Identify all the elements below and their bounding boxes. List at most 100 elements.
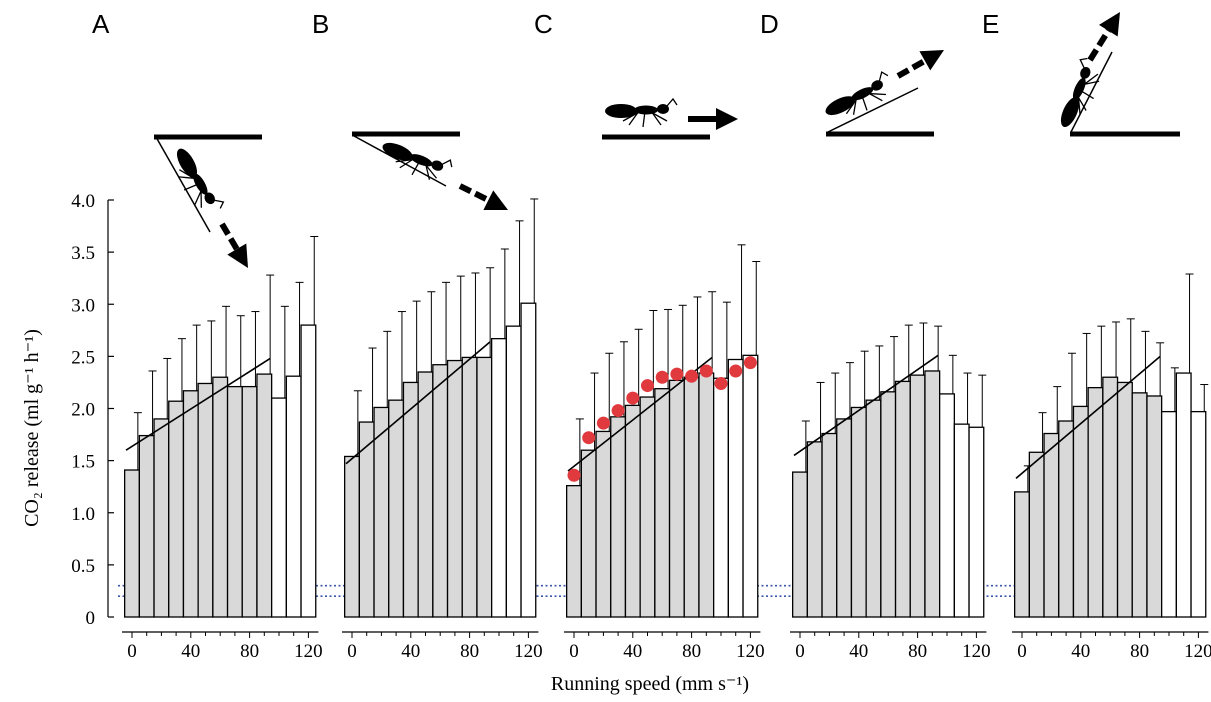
bar xyxy=(713,377,730,618)
direction-arrow-a-head xyxy=(227,243,248,268)
direction-arrow-b-shaft xyxy=(458,183,490,203)
bar xyxy=(1146,395,1163,618)
ant-thorax xyxy=(634,105,658,115)
regression-line xyxy=(1015,355,1161,479)
bar xyxy=(490,338,507,618)
x-tick-label: 40 xyxy=(623,641,642,662)
direction-arrow-c-head xyxy=(716,108,738,130)
data-point xyxy=(655,370,669,384)
x-tick-label: 80 xyxy=(240,641,259,662)
bar xyxy=(520,302,537,618)
x-tick-label: 80 xyxy=(908,641,927,662)
bar xyxy=(124,469,141,618)
data-point xyxy=(714,376,728,390)
ant-head xyxy=(871,80,883,91)
regression-line xyxy=(793,354,939,457)
bar xyxy=(742,354,759,618)
data-point xyxy=(626,391,640,405)
bar xyxy=(182,390,199,618)
bar xyxy=(821,432,838,618)
x-axis-label: Running speed (mm s⁻¹) xyxy=(551,673,749,695)
surface-incline xyxy=(155,136,211,233)
ant-thorax xyxy=(1072,77,1086,100)
bar xyxy=(968,426,985,618)
panel-letter: B xyxy=(312,9,329,39)
bar xyxy=(894,380,911,618)
ant-thorax xyxy=(193,173,208,195)
bar xyxy=(197,382,214,618)
panel-d: D 0 40 80 120 xyxy=(760,9,991,662)
x-tick-label: 80 xyxy=(460,641,479,662)
bar xyxy=(595,430,612,618)
bar xyxy=(153,418,170,618)
bar xyxy=(683,376,700,618)
panel-letter: D xyxy=(760,9,779,39)
y-tick-label: 3.5 xyxy=(71,243,95,264)
x-tick-label: 40 xyxy=(1071,641,1090,662)
bar xyxy=(388,399,405,618)
bar xyxy=(836,418,853,618)
bar xyxy=(446,359,463,618)
y-tick-label: 0 xyxy=(86,608,96,629)
data-point xyxy=(567,468,581,482)
ant-illustrations xyxy=(154,12,1180,268)
ant-gaster xyxy=(176,148,198,178)
surface-incline xyxy=(827,87,919,133)
bar xyxy=(476,356,493,618)
ant-antenna xyxy=(441,159,453,168)
bar xyxy=(1014,491,1031,618)
bar xyxy=(226,385,243,618)
y-tick-label: 2.0 xyxy=(71,400,95,421)
ant-antenna xyxy=(878,71,889,82)
direction-arrow-d-shaft xyxy=(896,58,927,79)
x-tick-label: 40 xyxy=(181,641,200,662)
x-tick-label: 80 xyxy=(682,641,701,662)
direction-arrow-a-shaft xyxy=(219,222,240,251)
bar xyxy=(580,449,597,618)
y-tick-label: 1.5 xyxy=(71,452,95,473)
bar xyxy=(909,374,926,618)
ant-icon xyxy=(825,71,889,116)
ant-icon xyxy=(605,97,678,128)
bar xyxy=(300,324,317,618)
bar xyxy=(168,400,185,618)
x-tick-label: 0 xyxy=(795,641,805,662)
ant-head xyxy=(204,192,215,205)
ant-icon xyxy=(176,148,225,209)
bar xyxy=(668,379,685,618)
bar xyxy=(639,396,656,618)
panel-c: C 0 40 80 120 xyxy=(534,9,765,662)
y-tick-label: 3.0 xyxy=(71,295,95,316)
bar xyxy=(865,399,882,618)
y-axis-label: CO₂ release (ml g⁻¹ h⁻¹) xyxy=(21,329,43,527)
ant-gaster xyxy=(825,96,855,116)
bar xyxy=(1028,451,1045,618)
y-tick-label: 4.0 xyxy=(71,191,95,212)
x-tick-label: 120 xyxy=(514,641,543,662)
bar xyxy=(505,325,522,618)
x-tick-label: 40 xyxy=(849,641,868,662)
data-point xyxy=(582,431,596,445)
panel-letter: E xyxy=(982,9,999,39)
bar xyxy=(654,388,671,618)
bar xyxy=(924,370,941,618)
direction-arrow-e-head xyxy=(1099,12,1120,37)
ant-gaster xyxy=(1060,97,1080,127)
panel-a: A 0 40 80 120 xyxy=(92,9,323,662)
x-tick-label: 80 xyxy=(1130,641,1149,662)
ant-antenna xyxy=(214,199,225,209)
panel-b: B 0 40 80 120 xyxy=(312,9,543,662)
bar xyxy=(1175,372,1192,618)
bar xyxy=(212,376,229,618)
ant-icon xyxy=(382,142,453,180)
bar xyxy=(953,423,970,618)
direction-arrow-e-shaft xyxy=(1087,29,1111,62)
x-tick-label: 0 xyxy=(127,641,137,662)
y-tick-label: 1.0 xyxy=(71,504,95,525)
panels: A 0 40 80 120 B 0 40 80 120 C 0 40 80 120 D 0 40 80 120 E 0 40… xyxy=(92,9,1211,662)
data-point xyxy=(699,364,713,378)
bar xyxy=(1058,420,1075,618)
x-tick-label: 120 xyxy=(736,641,765,662)
bar xyxy=(624,404,641,618)
